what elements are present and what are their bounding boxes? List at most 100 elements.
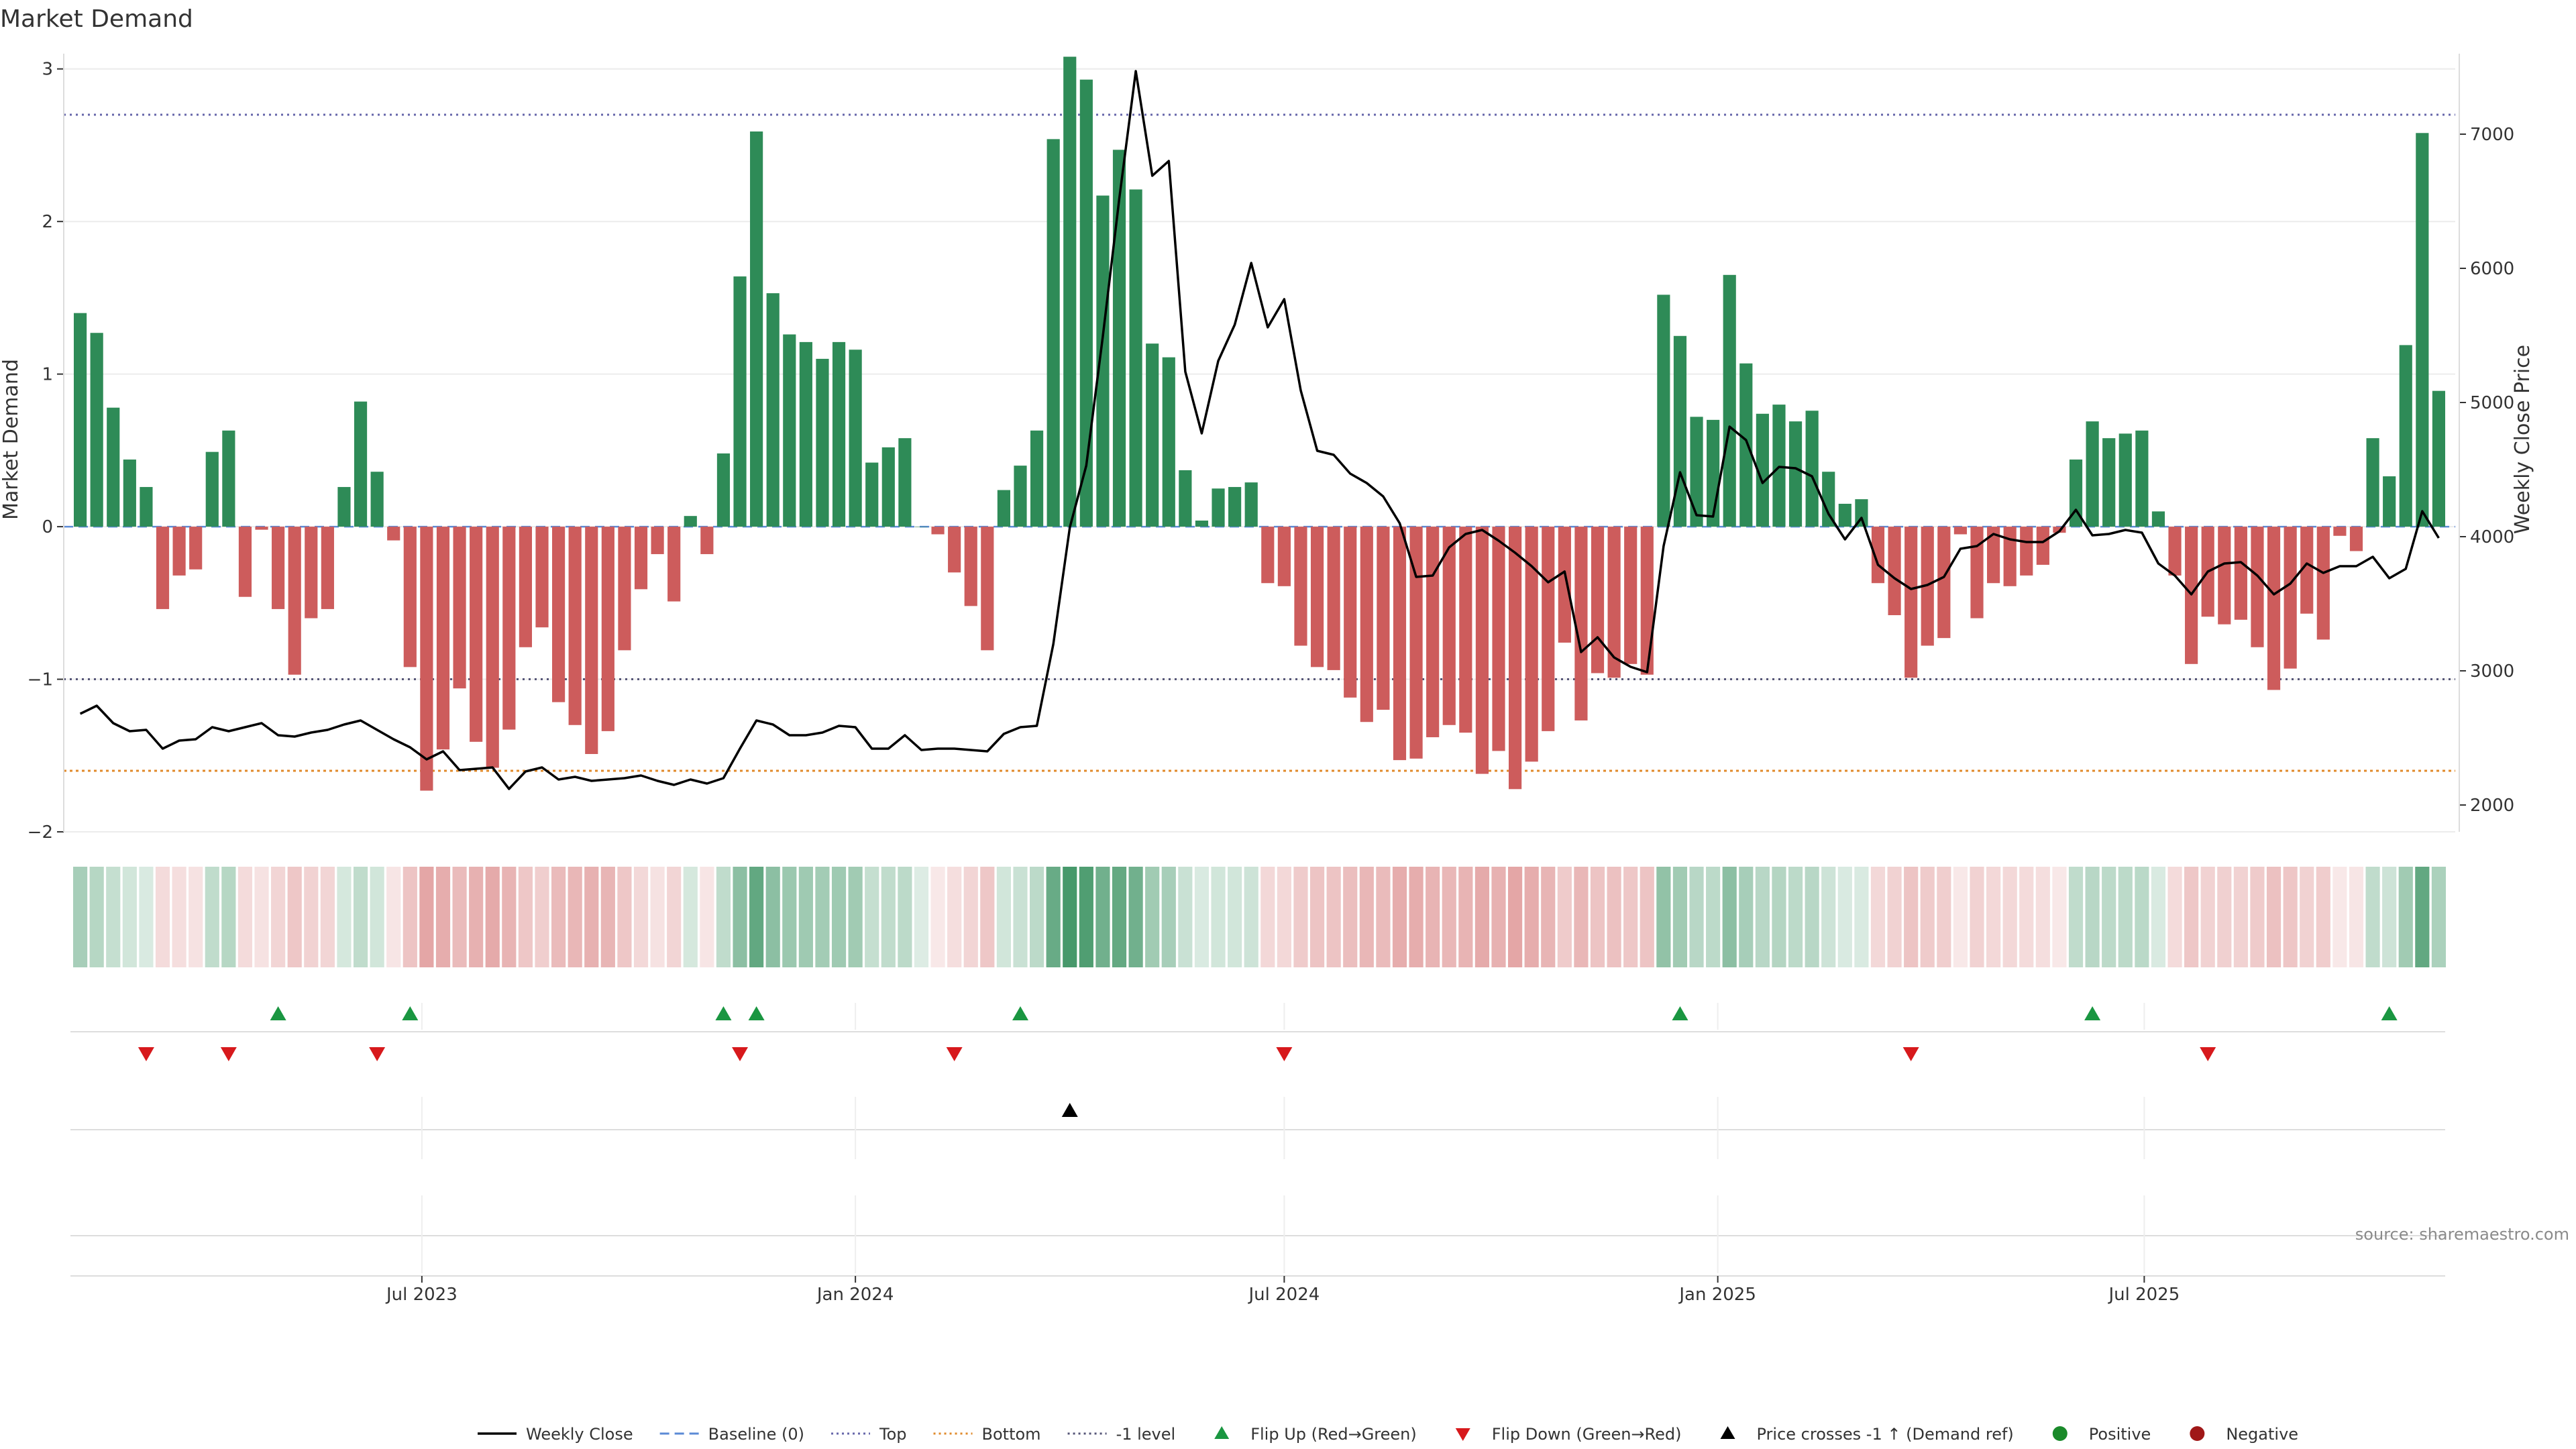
demand-bar — [354, 401, 368, 527]
heat-band-cell — [172, 867, 186, 967]
flip-down-marker — [369, 1047, 386, 1061]
heat-band-cell — [1970, 867, 1984, 967]
demand-bar — [1822, 472, 1835, 527]
heat-band-cell — [1326, 867, 1341, 967]
heat-band-cell — [1672, 867, 1688, 967]
flip-up-marker — [1672, 1006, 1688, 1020]
demand-bar — [1310, 527, 1324, 667]
left-axis-tick-label: 2 — [42, 212, 53, 232]
heat-band-cell — [1640, 867, 1654, 967]
demand-bar — [799, 341, 812, 527]
demand-bar — [568, 527, 582, 725]
demand-bar — [1772, 405, 1786, 527]
demand-bar — [255, 527, 268, 530]
heat-band-cell — [271, 867, 286, 967]
flip-down-marker — [1902, 1047, 1919, 1061]
demand-bar — [2349, 527, 2363, 551]
heat-band-cell — [848, 867, 863, 967]
heat-band-cell — [1277, 867, 1291, 967]
right-axis-title: Weekly Close Price — [2511, 345, 2534, 534]
axes: −2 −1 0 1 2 3 2000 3000 4000 5000 6000 7000 — [28, 54, 2514, 843]
legend-item: Weekly Close — [478, 1425, 633, 1444]
heat-band-cell — [1904, 867, 1919, 967]
demand-bar — [1327, 527, 1340, 670]
demand-bar — [1228, 486, 1242, 527]
demand-bar — [1475, 527, 1489, 774]
chart-title: Market Demand — [0, 5, 193, 33]
demand-bar — [1277, 527, 1291, 586]
heat-band-cell — [2135, 867, 2149, 967]
demand-bars — [73, 56, 2446, 791]
demand-bar — [1657, 294, 1670, 527]
heat-band-cell — [1706, 867, 1721, 967]
demand-bar — [1855, 499, 1868, 527]
legend-swatch — [1455, 1428, 1470, 1441]
heat-band-cell — [1953, 867, 1968, 967]
heat-band-cell — [1574, 867, 1589, 967]
demand-bar — [2316, 527, 2330, 640]
heat-band-cell — [1590, 867, 1605, 967]
demand-bar — [123, 460, 136, 527]
flip-up-marker — [2084, 1006, 2101, 1020]
heat-band-cell — [419, 867, 434, 967]
right-axis-tick-label: 3000 — [2470, 661, 2514, 682]
demand-bar — [502, 527, 516, 730]
heat-band-cell — [551, 867, 566, 967]
heat-band-cell — [1128, 867, 1143, 967]
x-axis-tick-label: Jul 2024 — [1247, 1285, 1320, 1305]
demand-bar — [1508, 527, 1522, 790]
weekly-close-line-group — [79, 70, 2440, 790]
heat-band-cell — [535, 867, 549, 967]
heat-band-cell — [1507, 867, 1523, 967]
demand-bar — [2168, 527, 2182, 576]
demand-bar — [140, 486, 153, 527]
heat-band-cell — [237, 867, 253, 967]
heat-band-cell — [1079, 867, 1093, 967]
heat-band-cell — [765, 867, 780, 967]
demand-bar — [2086, 421, 2099, 527]
heat-band-cell — [2151, 867, 2166, 967]
demand-bar — [337, 486, 351, 527]
heat-band-cell — [2382, 867, 2397, 967]
heat-band-cell — [1426, 867, 1440, 967]
heat-band-cell — [2266, 867, 2282, 967]
demand-bar — [1624, 527, 1638, 664]
demand-bar — [1690, 417, 1703, 527]
heat-band-cell — [1260, 867, 1275, 967]
demand-bar — [1442, 527, 1456, 725]
demand-bar — [1838, 503, 1851, 527]
heat-band-cell — [155, 867, 170, 967]
demand-bar — [1937, 527, 1951, 639]
heat-band-cell — [667, 867, 682, 967]
heat-band-cell — [1293, 867, 1308, 967]
demand-bar — [816, 358, 829, 527]
legend-item: Price crosses -1 ↑ (Demand ref) — [1720, 1425, 2014, 1444]
right-axis-tick-label: 7000 — [2470, 125, 2514, 145]
heat-band-cell — [1607, 867, 1621, 967]
heat-band-cell — [1491, 867, 1506, 967]
heat-band-cell — [89, 867, 104, 967]
demand-bar — [948, 527, 961, 573]
legend-item: -1 level — [1067, 1425, 1175, 1444]
demand-bar — [73, 313, 87, 527]
weekly-close-line — [79, 70, 2440, 790]
source-note: source: sharemaestro.com — [2355, 1225, 2569, 1244]
demand-bar — [766, 293, 780, 527]
demand-bar — [2135, 430, 2149, 527]
demand-bar — [1014, 466, 1027, 527]
flip-up-marker — [402, 1006, 419, 1020]
heat-band-cell — [1029, 867, 1044, 967]
demand-bar — [898, 438, 912, 527]
heat-band-cell — [1821, 867, 1836, 967]
demand-bar — [1360, 527, 1373, 722]
heat-band-cell — [1244, 867, 1258, 967]
demand-bar — [1244, 482, 1258, 527]
demand-bar — [1591, 527, 1605, 674]
left-axis-tick-label: 0 — [42, 517, 53, 537]
heat-band-cell — [485, 867, 500, 967]
heat-band-cell — [122, 867, 137, 967]
heat-band-cell — [2167, 867, 2182, 967]
flip-down-marker — [732, 1047, 749, 1061]
legend-label: Weekly Close — [526, 1425, 633, 1444]
heat-band-cell — [633, 867, 649, 967]
